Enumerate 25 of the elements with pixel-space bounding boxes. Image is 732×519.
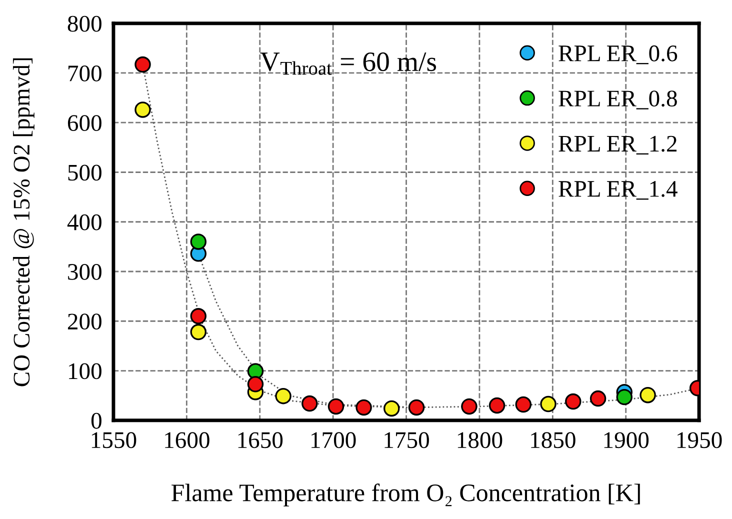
- y-tick-label: 300: [68, 264, 102, 280]
- x-tick-label: 1600: [165, 432, 210, 448]
- x-tick-label: 1950: [678, 432, 722, 448]
- x-tick-label: 1700: [312, 432, 356, 448]
- annotation: V$_{Throat}$ = 60 m/s: [260, 52, 436, 75]
- legend-label: RPL ER_0.6: [558, 45, 678, 64]
- x-axis-title: Flame Temperature from O₂ Concentration [K]: [172, 483, 640, 506]
- x-tick-label: 1900: [604, 432, 649, 448]
- y-tick-label: 200: [68, 314, 102, 330]
- x-tick-label: 1850: [531, 432, 576, 448]
- y-axis-title: CO Corrected @ 15% O2 [ppmvd]: [12, 58, 34, 386]
- y-tick-label: 0: [91, 412, 102, 429]
- y-tick-label: 400: [67, 214, 102, 230]
- y-tick-label: 500: [68, 164, 102, 181]
- legend-label: RPL ER_1.2: [558, 136, 677, 155]
- x-tick-label: 1750: [384, 432, 429, 448]
- x-tick-label: 1800: [458, 432, 502, 448]
- legend-label: RPL ER_1.4: [558, 181, 678, 200]
- legend-label: RPL ER_0.8: [558, 90, 677, 110]
- y-tick-label: 600: [68, 115, 102, 132]
- x-tick-label: 1650: [238, 432, 283, 448]
- y-tick-label: 100: [69, 363, 102, 380]
- y-tick-label: 800: [68, 16, 102, 32]
- x-tick-label: 1550: [92, 432, 136, 448]
- y-tick-label: 700: [68, 65, 102, 82]
